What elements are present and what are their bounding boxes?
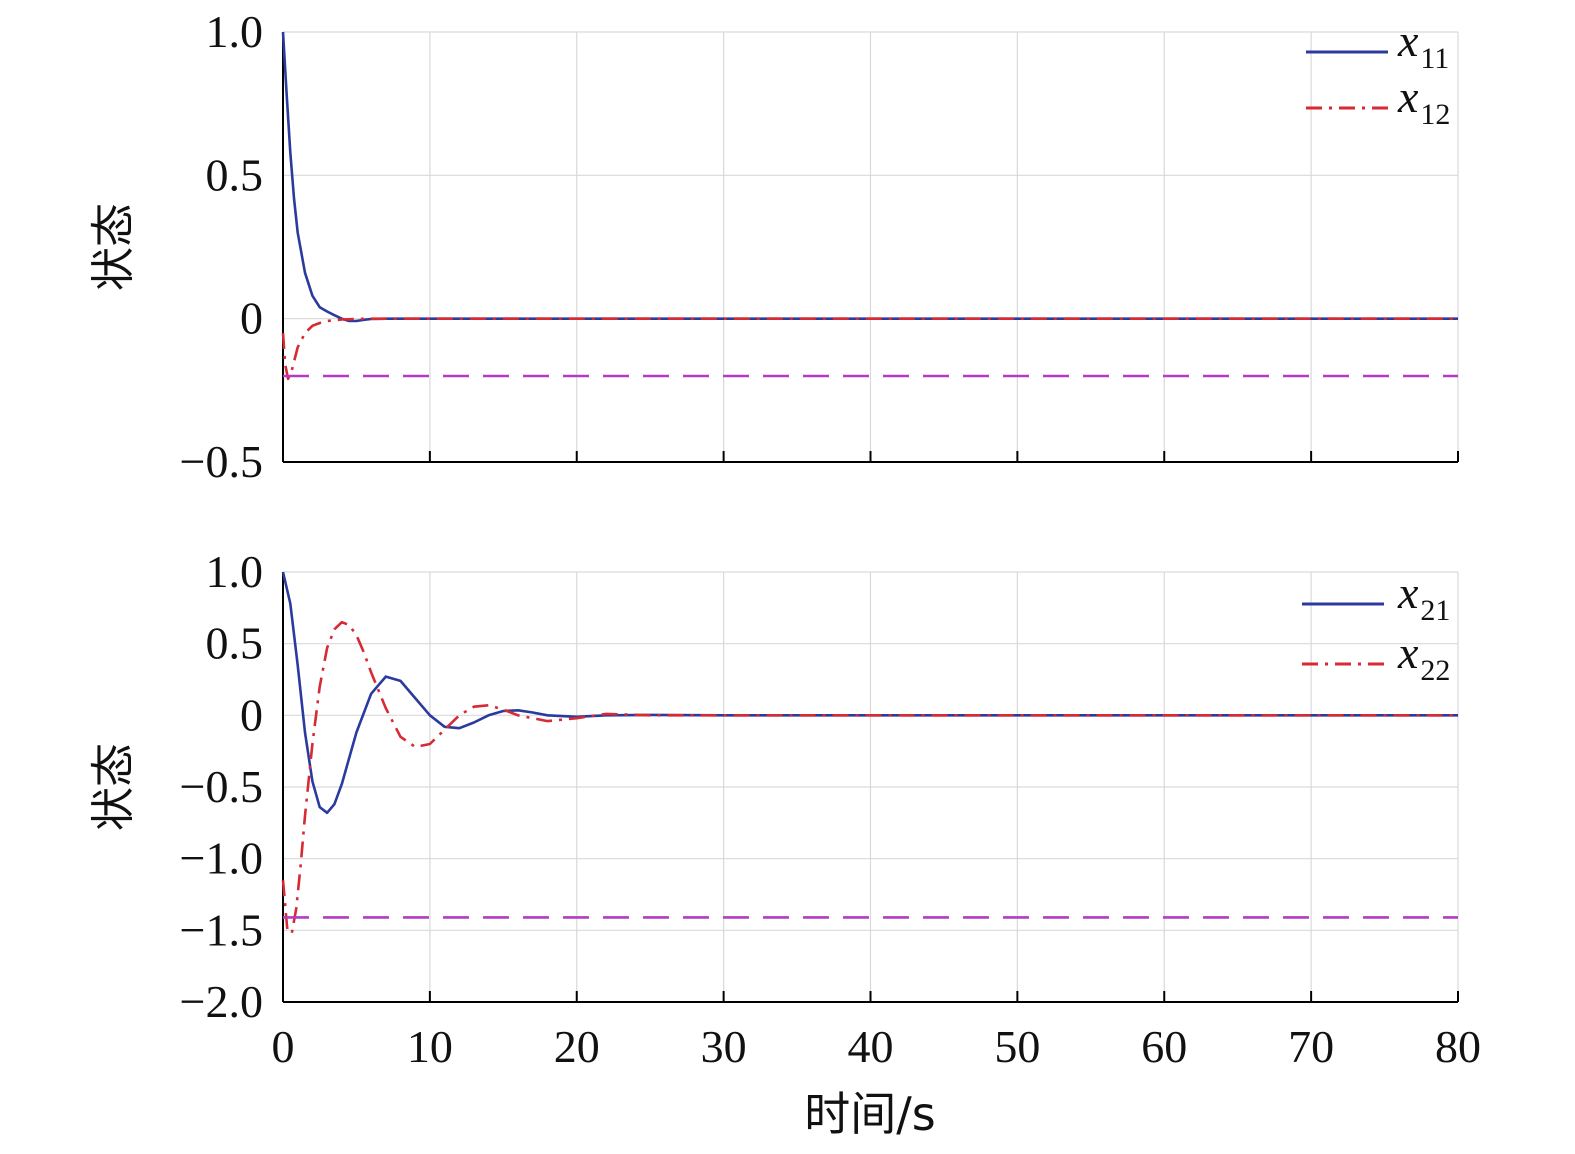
x-tick-label: 80 bbox=[1435, 1021, 1481, 1072]
y-tick-label: −2.0 bbox=[180, 976, 263, 1027]
x-tick-label: 70 bbox=[1288, 1021, 1334, 1072]
x-tick-label: 30 bbox=[701, 1021, 747, 1072]
y-tick-label: −0.5 bbox=[180, 436, 263, 487]
x-tick-label: 20 bbox=[554, 1021, 600, 1072]
y-tick-label: 0.5 bbox=[206, 618, 264, 669]
y-axis-label: 状态 bbox=[88, 203, 139, 291]
legend-label-22: x22 bbox=[1397, 627, 1450, 687]
y-tick-label: −1.0 bbox=[180, 833, 263, 884]
x-tick-label: 0 bbox=[272, 1021, 295, 1072]
legend-label-12: x12 bbox=[1397, 71, 1450, 131]
y-axis-label: 状态 bbox=[88, 743, 139, 831]
legend-label-21: x21 bbox=[1397, 567, 1450, 627]
y-tick-label: −0.5 bbox=[180, 761, 263, 812]
series-line-21 bbox=[281, 571, 1458, 815]
x-tick-label: 10 bbox=[407, 1021, 453, 1072]
y-tick-label: 1.0 bbox=[206, 6, 264, 57]
panel-bottom: 0 10 20 30 40 50 60 70 80 1.0 0.5 0 −0.5 −1.0 −1.5 −2.0… bbox=[88, 546, 1481, 1072]
x-tick-label: 60 bbox=[1141, 1021, 1187, 1072]
x-tick-label: 50 bbox=[994, 1021, 1040, 1072]
y-tick-label: 0 bbox=[240, 293, 263, 344]
y-tick-label: 0.5 bbox=[206, 149, 264, 200]
grid bbox=[282, 571, 1459, 1003]
x-axis-label: 时间/s bbox=[804, 1087, 935, 1141]
legend-label-11: x11 bbox=[1397, 15, 1449, 75]
series-line-12 bbox=[281, 317, 1458, 381]
y-tick-label: 1.0 bbox=[206, 546, 264, 597]
grid bbox=[282, 31, 1459, 463]
series-line-22 bbox=[281, 620, 1458, 935]
x-tick-label: 40 bbox=[848, 1021, 894, 1072]
y-tick-label: 0 bbox=[240, 689, 263, 740]
y-tick-label: −1.5 bbox=[180, 904, 263, 955]
